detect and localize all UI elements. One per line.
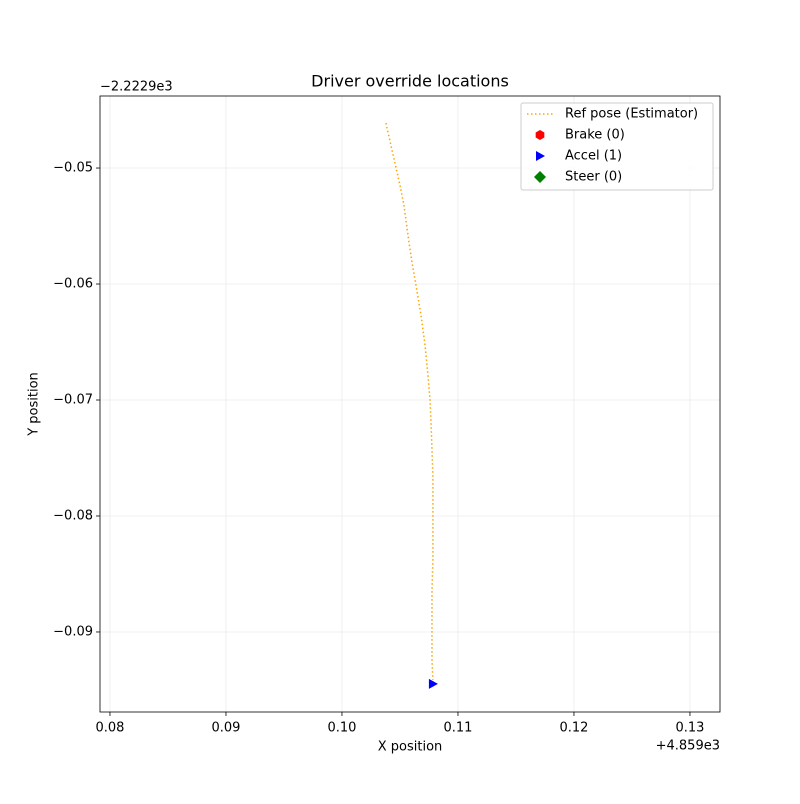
y-tick-label: −0.05 <box>53 161 93 176</box>
legend: Ref pose (Estimator) Brake (0) Accel (1) St… <box>520 102 714 191</box>
y-offset-label: −2.2229e3 <box>100 80 173 95</box>
legend-box <box>520 102 714 191</box>
legend-label: Accel (1) <box>565 149 622 164</box>
y-tick-label: −0.09 <box>53 624 93 639</box>
x-tick-label: 0.13 <box>675 721 704 736</box>
marker <box>428 678 438 689</box>
x-tick-label: 0.11 <box>443 721 472 736</box>
x-offset-label: +4.859e3 <box>656 739 720 754</box>
line <box>385 122 434 681</box>
legend-label: Brake (0) <box>565 128 625 143</box>
y-tick-label: −0.06 <box>53 277 93 292</box>
legend-swatch <box>535 130 545 140</box>
x-axis-label: X position <box>378 740 443 755</box>
chart-title: Driver override locations <box>311 72 509 91</box>
legend-swatch <box>534 171 546 183</box>
legend-label: Ref pose (Estimator) <box>565 107 698 122</box>
y-tick-label: −0.08 <box>53 508 93 523</box>
y-axis-label: Y position <box>27 372 42 437</box>
plot-frame <box>99 95 721 713</box>
legend-label: Steer (0) <box>565 170 622 185</box>
x-tick-label: 0.10 <box>327 721 356 736</box>
x-tick-label: 0.09 <box>211 721 240 736</box>
x-tick-label: 0.08 <box>95 721 124 736</box>
x-tick-label: 0.12 <box>559 721 588 736</box>
legend-swatch <box>536 151 545 161</box>
y-tick-label: −0.07 <box>53 392 93 407</box>
